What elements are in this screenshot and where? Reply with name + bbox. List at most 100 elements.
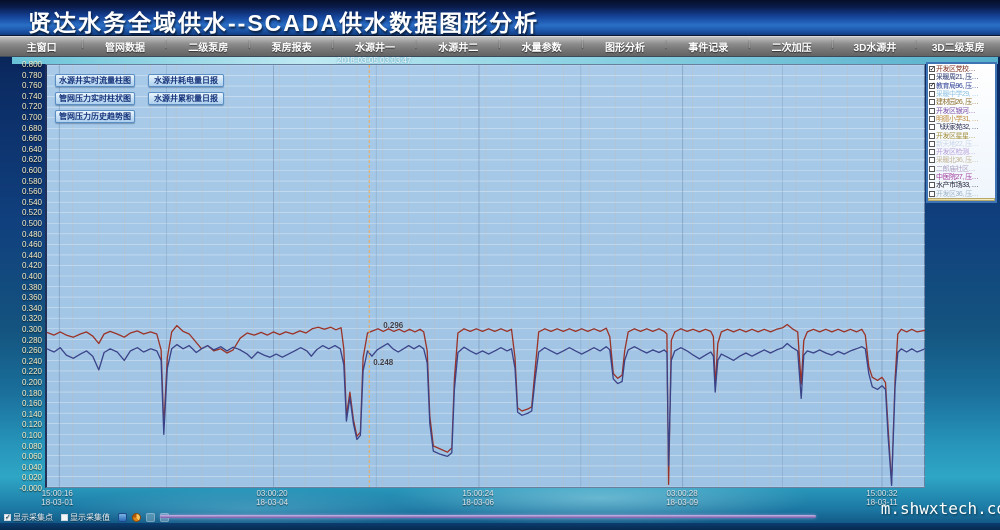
menu-item-3[interactable]: 二级泵房: [165, 38, 250, 54]
y-tick-label: 0.740: [21, 91, 42, 101]
y-tick-label: 0.340: [21, 303, 42, 313]
toolbar-button-4[interactable]: 水源井累积量日报: [148, 92, 224, 105]
y-tick-label: 0.120: [21, 420, 42, 430]
show-values-toggle[interactable]: 显示采集值: [61, 512, 110, 523]
zoom-tool-icon[interactable]: [118, 512, 127, 522]
legend-checkbox[interactable]: [929, 165, 935, 172]
legend-label: 二郎庙社区…: [936, 165, 975, 173]
x-tick-time: 03:00:20: [256, 489, 288, 498]
legend-checkbox[interactable]: [929, 115, 935, 122]
legend-checkbox[interactable]: [929, 190, 935, 197]
legend-item-13[interactable]: 二郎庙社区…: [929, 165, 994, 173]
legend-checkbox[interactable]: [929, 82, 935, 89]
menu-item-6[interactable]: 水源井二: [415, 38, 500, 54]
y-tick-label: 0.420: [21, 261, 42, 271]
pie-report-icon[interactable]: [132, 512, 141, 522]
legend-label: 明德小学31, …: [936, 115, 979, 123]
toolbar-button-2[interactable]: 水源井耗电量日报: [148, 74, 224, 87]
legend-checkbox[interactable]: [929, 140, 935, 147]
y-tick-label: 0.240: [21, 356, 42, 366]
legend-checkbox[interactable]: [929, 74, 935, 81]
legend-item-7[interactable]: 明德小学31, …: [929, 115, 994, 123]
menu-item-5[interactable]: 水源井一: [331, 38, 416, 54]
legend-item-8[interactable]: 飞跃家苑32, …: [929, 123, 994, 131]
legend-item-5[interactable]: 建材园26, 压…: [929, 98, 994, 106]
y-tick-label: 0.760: [21, 81, 42, 91]
y-tick-label: 0.080: [21, 441, 42, 451]
x-tick-date: 18-03-09: [666, 498, 699, 507]
menu-item-2[interactable]: 管网数据: [81, 38, 166, 54]
page-title: 贤达水务全域供水--SCADA供水数据图形分析: [28, 10, 540, 36]
menu-item-11[interactable]: 3D水源井: [831, 38, 916, 54]
time-range-slider[interactable]: [160, 515, 816, 518]
title-bar: 贤达水务全域供水--SCADA供水数据图形分析: [0, 0, 1000, 36]
y-tick-label: 0.140: [21, 409, 42, 419]
menu-item-12[interactable]: 3D二级泵房: [915, 38, 1000, 54]
legend-checkbox[interactable]: [929, 99, 935, 106]
legend-item-6[interactable]: 开发区银河…: [929, 106, 994, 115]
menu-item-8[interactable]: 图形分析: [581, 38, 666, 54]
legend-checkbox[interactable]: [929, 91, 935, 98]
menu-item-7[interactable]: 水量参数: [498, 38, 583, 54]
y-tick-label: 0.260: [21, 346, 42, 356]
legend-item-2[interactable]: 采暖周21, 压…: [929, 73, 994, 81]
legend-scrollbar[interactable]: [928, 198, 995, 201]
legend-item-1[interactable]: 开发区党校…: [929, 65, 994, 73]
legend-item-14[interactable]: 中医院27, 压…: [929, 173, 994, 181]
legend-checkbox[interactable]: [929, 149, 935, 156]
legend-item-10[interactable]: 新天地22, 压…: [929, 140, 994, 148]
x-tick-date: 18-03-01: [41, 498, 74, 507]
menu-item-4[interactable]: 泵房报表: [248, 38, 333, 54]
tool-icon-disabled-1: [146, 512, 155, 522]
y-tick-label: 0.520: [21, 208, 42, 218]
menu-item-1[interactable]: 主窗口: [26, 43, 57, 54]
menu-bar: 主窗口管网数据二级泵房泵房报表水源井一水源井二水量参数图形分析事件记录二次加压3…: [0, 36, 1000, 57]
toolbar-button-1[interactable]: 水源井实时流量柱图: [55, 74, 135, 87]
y-tick-label: 0.700: [21, 113, 42, 122]
y-tick-label: 0.800: [21, 60, 42, 69]
toolbar-button-3[interactable]: 管网压力实时柱状图: [55, 92, 135, 105]
legend-label: 开发区党校…: [936, 66, 975, 74]
legend-item-4[interactable]: 采暖中学29, …: [929, 90, 994, 98]
trend-chart-canvas: [47, 65, 925, 487]
legend-item-3[interactable]: 教育局96, 压…: [929, 82, 994, 90]
legend-checkbox[interactable]: [929, 132, 935, 139]
x-tick-date: 18-03-11: [866, 498, 898, 507]
legend-checkbox[interactable]: [929, 174, 935, 180]
legend-checkbox[interactable]: [929, 157, 935, 164]
legend-checkbox[interactable]: [929, 107, 935, 114]
legend-label: 中医院27, 压…: [936, 174, 979, 182]
y-tick-label: 0.060: [21, 452, 42, 462]
y-tick-label: 0.680: [21, 123, 42, 133]
legend-item-15[interactable]: 水产市场33, …: [929, 181, 994, 189]
legend-checkbox[interactable]: [929, 182, 935, 189]
legend-checkbox[interactable]: [929, 65, 935, 73]
window-bottom-edge: [0, 523, 1000, 530]
x-tick-date: 18-03-06: [461, 498, 494, 507]
toolbar-button-5[interactable]: 管网压力历史趋势图: [55, 110, 135, 123]
bottom-controls: 显示采集点 显示采集值: [4, 511, 174, 523]
watermark-text: m.shwxtech.co: [880, 499, 1000, 518]
legend-checkbox[interactable]: [929, 124, 935, 131]
legend-item-12[interactable]: 采暖北36, 压…: [929, 156, 994, 164]
legend-label: 水产市场33, …: [936, 182, 979, 190]
station-legend: 开发区党校…采暖周21, 压…教育局96, 压…采暖中学29, …建材园26, …: [926, 62, 997, 203]
menu-item-10[interactable]: 二次加压: [748, 38, 833, 54]
show-points-toggle[interactable]: 显示采集点: [4, 512, 53, 523]
legend-label: 开发区检测…: [936, 149, 975, 157]
x-tick-date: 18-03-04: [256, 498, 289, 507]
legend-label: 采暖北36, 压…: [936, 157, 979, 165]
menu-item-9[interactable]: 事件记录: [665, 38, 750, 54]
show-points-checkbox[interactable]: [4, 513, 11, 521]
x-tick-time: 15:00:16: [41, 489, 73, 498]
show-values-checkbox[interactable]: [61, 513, 68, 521]
legend-item-16[interactable]: 开发区36, 压…: [929, 189, 994, 198]
legend-label: 建材园26, 压…: [936, 99, 979, 107]
legend-item-11[interactable]: 开发区检测…: [929, 148, 994, 156]
y-tick-label: 0.600: [21, 166, 42, 175]
y-tick-label: 0.780: [21, 70, 42, 80]
legend-item-9[interactable]: 开发区星星…: [929, 131, 994, 140]
y-tick-label: 0.320: [21, 314, 42, 324]
y-tick-label: 0.360: [21, 293, 42, 303]
pressure-trend-plot[interactable]: 0.296 0.248: [45, 64, 925, 488]
